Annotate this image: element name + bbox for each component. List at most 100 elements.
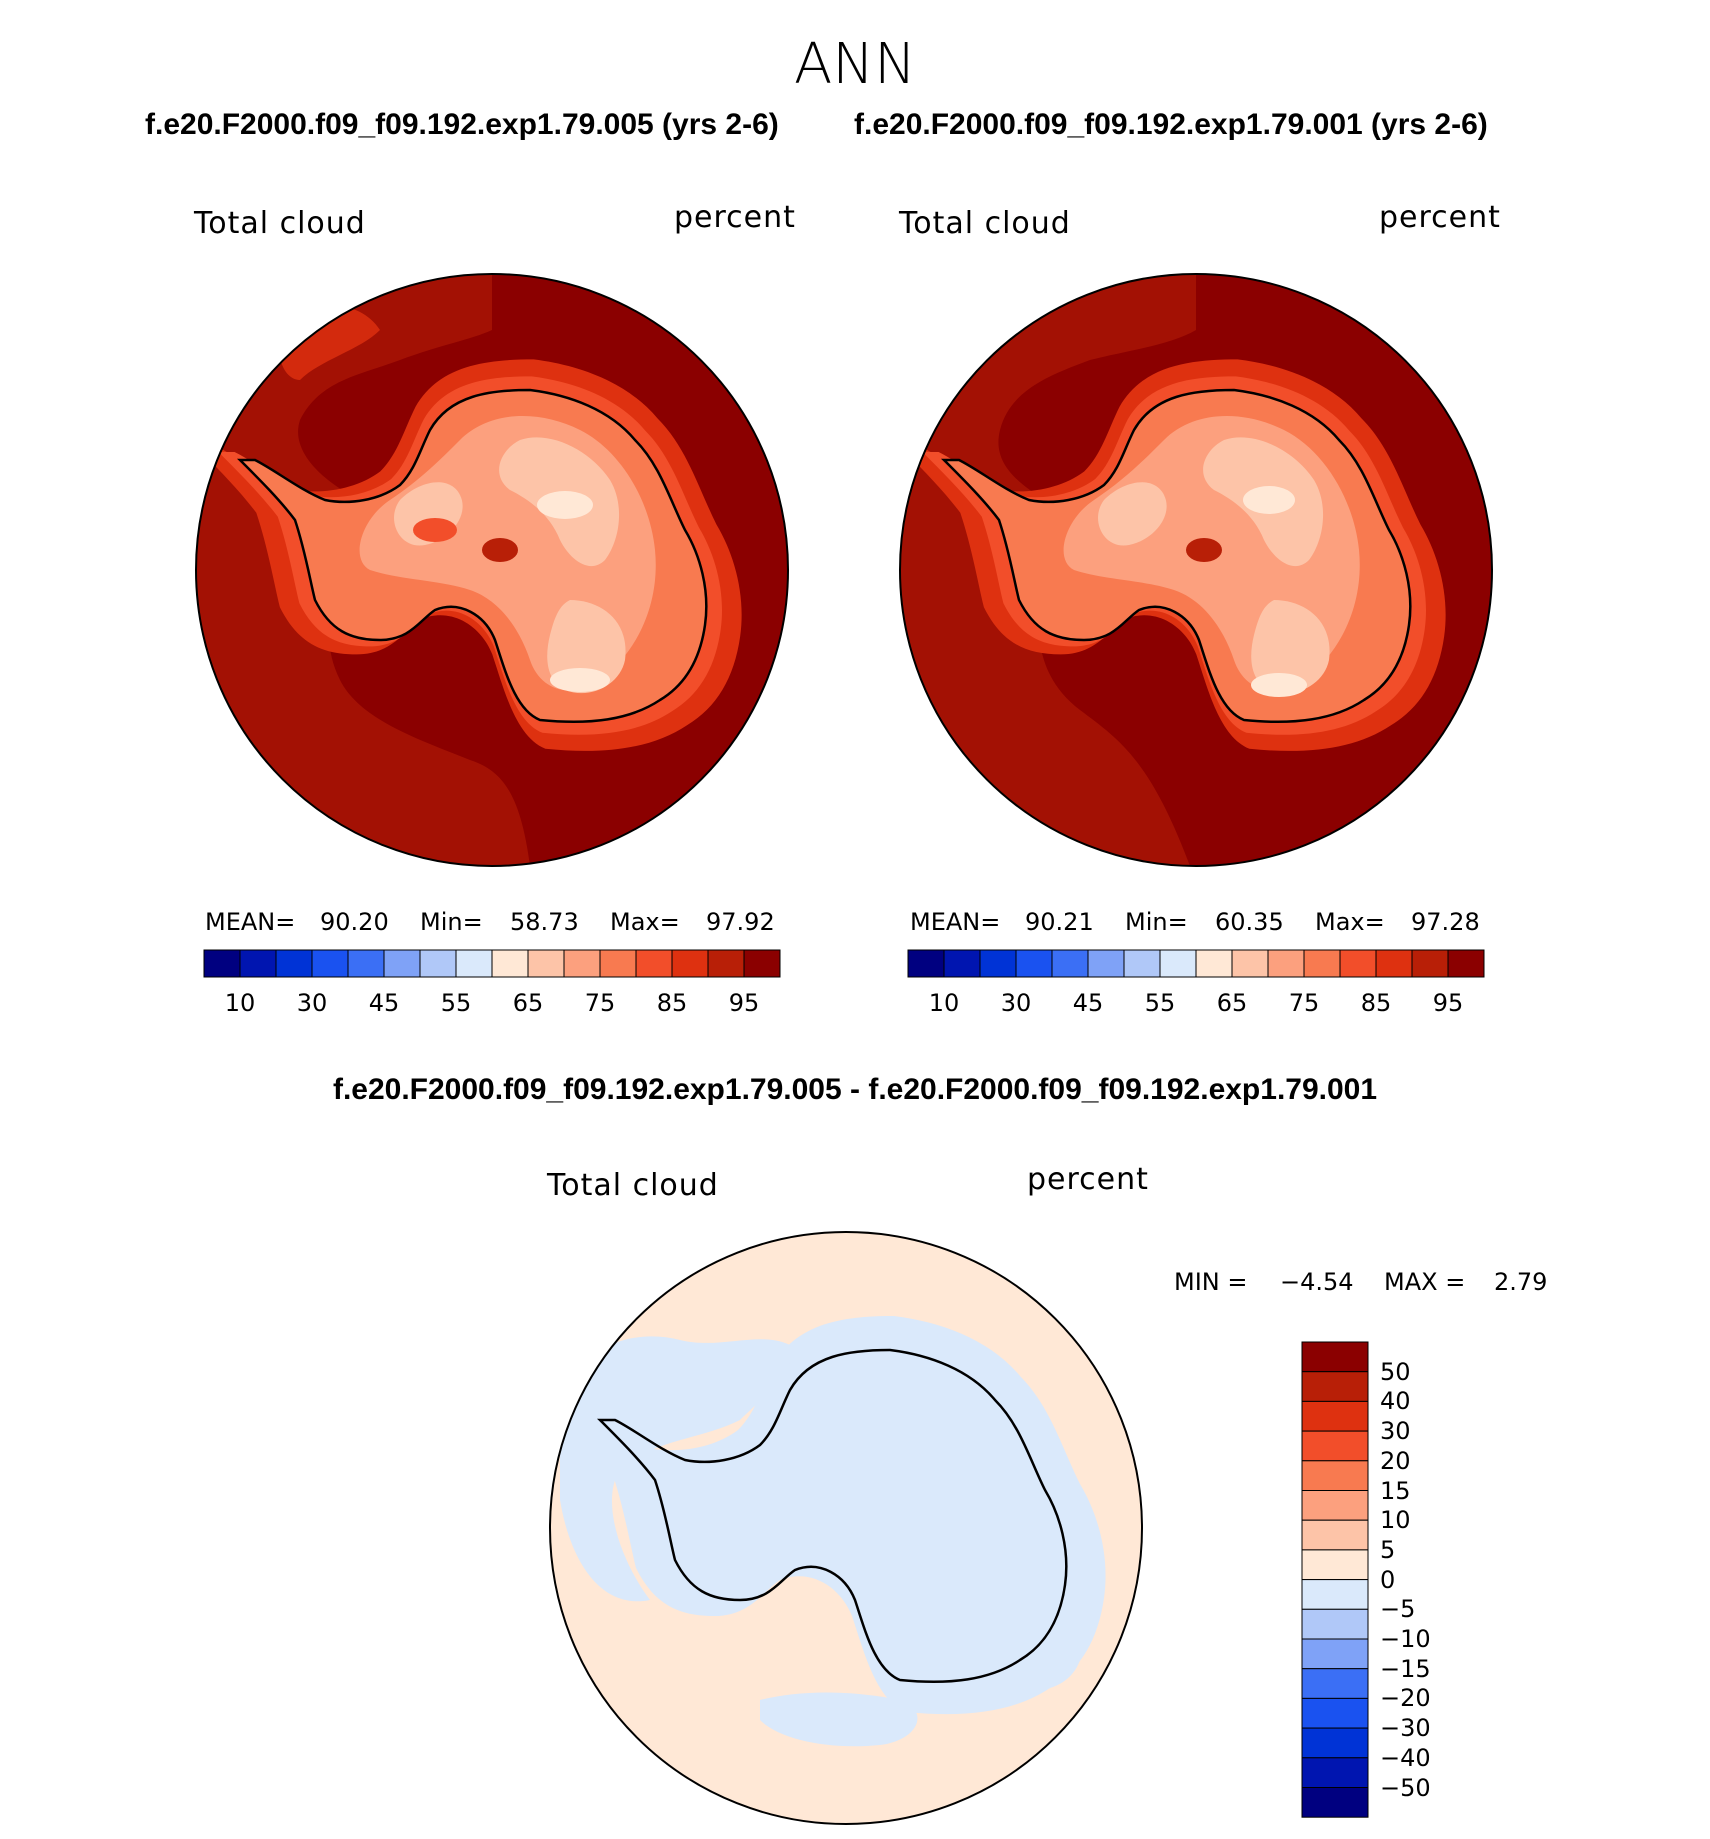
panel-b-header: f.e20.F2000.f09_f09.192.exp1.79.001 (yrs…	[854, 108, 1488, 141]
panel-a-colorbar-tick: 65	[512, 989, 544, 1017]
difference-colorbar-tick: 0	[1380, 1565, 1396, 1594]
difference-map	[549, 1231, 1143, 1825]
panel-a-colorbar-tick: 85	[656, 989, 688, 1017]
difference-colorbar-swatch	[1301, 1757, 1369, 1789]
difference-colorbar-swatch	[1301, 1341, 1369, 1373]
panel-a-colorbar-swatch	[599, 949, 637, 978]
difference-colorbar	[1301, 1341, 1369, 1818]
panel-b-max: 97.28	[1411, 908, 1480, 936]
panel-b-map	[899, 273, 1493, 867]
panel-b-variable: Total cloud	[899, 206, 1071, 241]
panel-a-colorbar-tick: 75	[584, 989, 616, 1017]
panel-b-colorbar-tick: 10	[928, 989, 960, 1017]
difference-colorbar-swatch	[1301, 1638, 1369, 1670]
difference-colorbar-tick: −15	[1380, 1654, 1431, 1683]
panel-b-colorbar-swatch	[1123, 949, 1161, 978]
panel-a-colorbar-swatch	[671, 949, 709, 978]
panel-a-max: 97.92	[706, 908, 775, 936]
panel-b-colorbar-swatch	[979, 949, 1017, 978]
panel-a-colorbar	[203, 949, 781, 978]
panel-a-min-label: Min=	[420, 908, 483, 936]
panel-a-colorbar-tick: 30	[296, 989, 328, 1017]
panel-a-mean-label: MEAN=	[205, 908, 296, 936]
difference-colorbar-swatch	[1301, 1549, 1369, 1581]
difference-colorbar-swatch	[1301, 1430, 1369, 1462]
figure-title: ANN	[793, 32, 917, 97]
panel-b-colorbar-swatch	[943, 949, 981, 978]
difference-colorbar-swatch	[1301, 1460, 1369, 1492]
panel-b-colorbar-tick: 30	[1000, 989, 1032, 1017]
difference-colorbar-tick: −30	[1380, 1714, 1431, 1743]
difference-colorbar-tick: 20	[1380, 1446, 1411, 1475]
panel-a-colorbar-swatch	[419, 949, 457, 978]
panel-a-mean: 90.20	[320, 908, 389, 936]
panel-b-colorbar-swatch	[1015, 949, 1053, 978]
panel-a-colorbar-swatch	[383, 949, 421, 978]
difference-colorbar-tick: 5	[1380, 1535, 1396, 1564]
panel-b-colorbar-tick: 75	[1288, 989, 1320, 1017]
difference-colorbar-swatch	[1301, 1400, 1369, 1432]
difference-max: 2.79	[1494, 1268, 1548, 1296]
panel-a-colorbar-swatch	[527, 949, 565, 978]
panel-b-colorbar-swatch	[1159, 949, 1197, 978]
difference-min: −4.54	[1280, 1268, 1354, 1296]
panel-a-colorbar-swatch	[707, 949, 745, 978]
panel-b-colorbar-swatch	[1051, 949, 1089, 978]
difference-colorbar-swatch	[1301, 1668, 1369, 1699]
difference-colorbar-swatch	[1301, 1787, 1369, 1818]
panel-b-colorbar-tick: 65	[1216, 989, 1248, 1017]
panel-b-colorbar-swatch	[1303, 949, 1341, 978]
panel-b-min-label: Min=	[1125, 908, 1188, 936]
panel-a-colorbar-tick: 10	[224, 989, 256, 1017]
panel-b-colorbar-swatch	[1411, 949, 1449, 978]
panel-a-colorbar-tick: 95	[728, 989, 760, 1017]
panel-a-min: 58.73	[510, 908, 579, 936]
difference-colorbar-tick: −10	[1380, 1625, 1431, 1653]
panel-a-colorbar-swatch	[239, 949, 277, 978]
panel-b-colorbar-tick: 55	[1144, 989, 1176, 1017]
panel-a-colorbar-tick: 55	[440, 989, 472, 1017]
difference-colorbar-tick: 30	[1380, 1417, 1411, 1446]
panel-a-colorbar-swatch	[455, 949, 493, 978]
panel-b-mean: 90.21	[1025, 908, 1094, 936]
panel-a-colorbar-swatch	[347, 949, 385, 978]
difference-max-label: MAX =	[1384, 1268, 1466, 1296]
panel-b-colorbar-tick: 85	[1360, 989, 1392, 1017]
panel-a-colorbar-swatch	[743, 949, 781, 978]
difference-colorbar-tick: −40	[1380, 1743, 1431, 1772]
panel-b-colorbar	[907, 949, 1485, 978]
difference-colorbar-swatch	[1301, 1697, 1369, 1729]
difference-colorbar-swatch	[1301, 1490, 1369, 1521]
difference-colorbar-swatch	[1301, 1727, 1369, 1759]
panel-b-colorbar-swatch	[1267, 949, 1305, 978]
panel-b-max-label: Max=	[1315, 908, 1385, 936]
panel-b-colorbar-swatch	[1375, 949, 1413, 978]
difference-colorbar-swatch	[1301, 1519, 1369, 1551]
panel-a-header: f.e20.F2000.f09_f09.192.exp1.79.005 (yrs…	[145, 108, 779, 141]
difference-units: percent	[1027, 1162, 1149, 1197]
panel-b-min: 60.35	[1215, 908, 1284, 936]
panel-b-colorbar-swatch	[907, 949, 945, 978]
panel-a-map	[195, 273, 789, 867]
difference-title: f.e20.F2000.f09_f09.192.exp1.79.005 - f.…	[332, 1073, 1378, 1106]
panel-a-units: percent	[674, 200, 796, 235]
difference-colorbar-tick: −20	[1380, 1684, 1431, 1713]
difference-min-label: MIN =	[1174, 1268, 1248, 1296]
panel-b-colorbar-swatch	[1087, 949, 1125, 978]
difference-colorbar-tick: 10	[1380, 1506, 1411, 1535]
panel-b-colorbar-tick: 45	[1072, 989, 1104, 1017]
difference-colorbar-tick: −50	[1380, 1773, 1431, 1802]
panel-a-colorbar-swatch	[275, 949, 313, 978]
difference-variable: Total cloud	[547, 1168, 719, 1203]
difference-colorbar-swatch	[1301, 1608, 1369, 1640]
panel-b-colorbar-swatch	[1447, 949, 1485, 978]
panel-a-colorbar-tick: 45	[368, 989, 400, 1017]
panel-a-max-label: Max=	[610, 908, 680, 936]
difference-colorbar-tick: 40	[1380, 1387, 1411, 1416]
panel-b-mean-label: MEAN=	[910, 908, 1001, 936]
panel-a-colorbar-swatch	[491, 949, 529, 978]
difference-colorbar-tick: 50	[1380, 1357, 1411, 1386]
panel-b-colorbar-swatch	[1231, 949, 1269, 978]
panel-a-colorbar-swatch	[203, 949, 241, 978]
